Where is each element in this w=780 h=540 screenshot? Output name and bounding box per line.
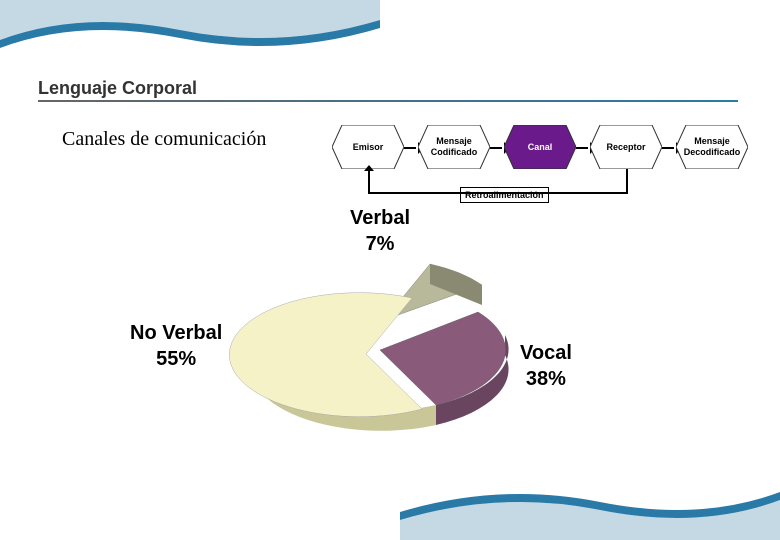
pie-label-vocal: Vocal38%: [520, 340, 572, 392]
footer-wave: [0, 480, 780, 540]
header-wave: [0, 0, 780, 60]
communication-flow: Emisor MensajeCodificado Canal Receptor Mens…: [332, 125, 772, 205]
flow-node-1: MensajeCodificado: [418, 125, 490, 169]
feedback-line-2: [368, 169, 370, 193]
flow-node-4: MensajeDecodificado: [676, 125, 748, 169]
feedback-line-0: [626, 169, 628, 193]
section-underline: [38, 100, 738, 102]
pie-chart: Verbal7% No Verbal55% Vocal38%: [140, 210, 620, 490]
feedback-line-1: [368, 192, 628, 194]
feedback-arrowhead: [364, 165, 374, 171]
feedback-label: Retroalimentación: [460, 187, 549, 203]
pie-label-verbal: Verbal7%: [350, 205, 410, 257]
pie-label-noverbal: No Verbal55%: [130, 320, 222, 372]
flow-node-3: Receptor: [590, 125, 662, 169]
flow-node-0: Emisor: [332, 125, 404, 169]
flow-node-2: Canal: [504, 125, 576, 169]
subtitle: Canales de comunicación: [62, 128, 266, 151]
section-title: Lenguaje Corporal: [38, 78, 197, 99]
